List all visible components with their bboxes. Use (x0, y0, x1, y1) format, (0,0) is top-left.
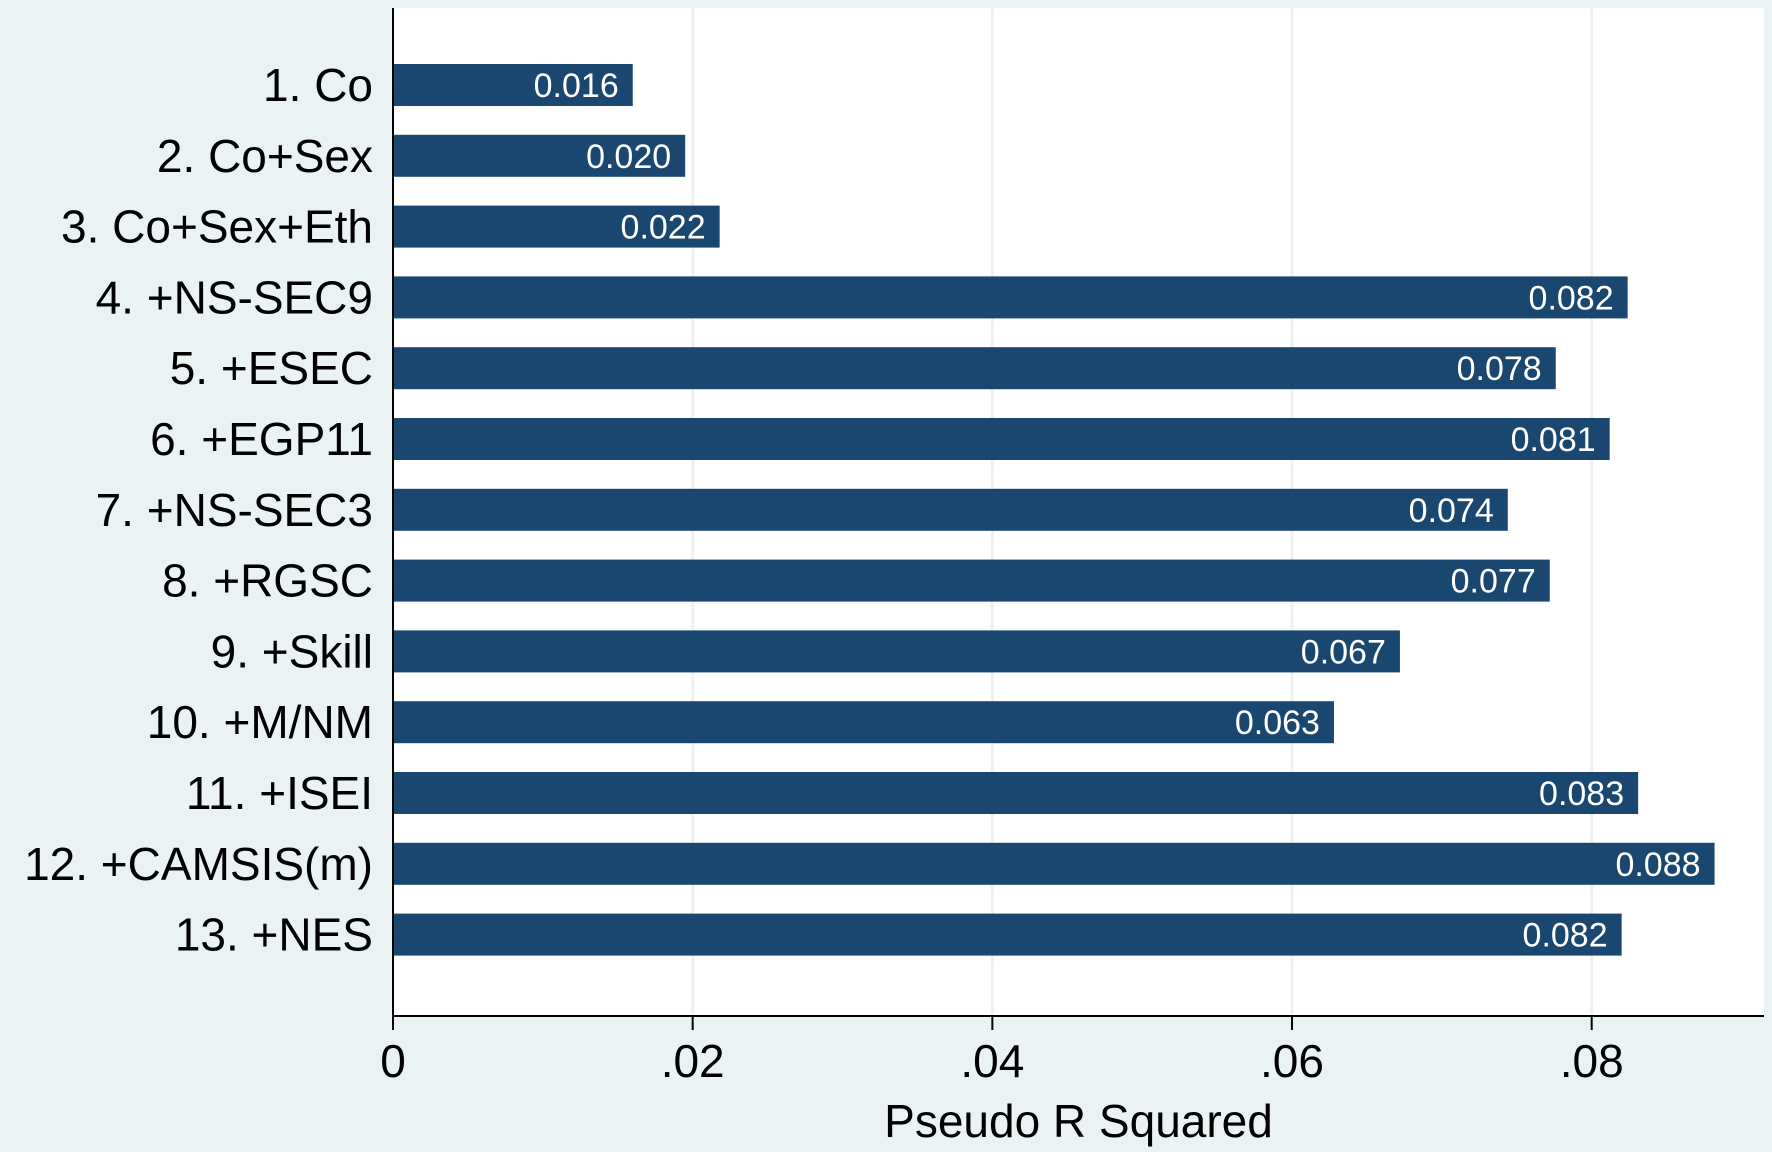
bar-value-label: 0.081 (1511, 421, 1596, 459)
bar-value-label: 0.022 (621, 209, 706, 247)
axes (392, 8, 1764, 1030)
bar (393, 630, 1400, 673)
category-label: 12. +CAMSIS(m) (24, 838, 373, 890)
bar (393, 488, 1508, 531)
category-label: 11. +ISEI (186, 767, 373, 819)
bar (393, 418, 1610, 460)
bar-value-label: 0.074 (1409, 492, 1494, 530)
bar-value-label: 0.063 (1235, 704, 1320, 742)
bar-value-label: 0.082 (1523, 917, 1608, 955)
category-label: 3. Co+Sex+Eth (61, 201, 373, 253)
category-label: 9. +Skill (211, 625, 373, 677)
bar (393, 842, 1715, 885)
category-label: 4. +NS-SEC9 (96, 271, 373, 323)
bar-value-label: 0.020 (586, 138, 671, 176)
bar (393, 134, 686, 177)
bar-value-label: 0.067 (1301, 633, 1386, 671)
bar (393, 772, 1639, 814)
x-tick-labels: 0 .02 .04 .06 .08 (380, 1035, 1623, 1087)
category-label: 7. +NS-SEC3 (96, 484, 373, 536)
bar (393, 701, 1334, 744)
bar-value-label: 0.082 (1529, 279, 1614, 317)
bar (393, 559, 1550, 602)
bars (393, 64, 1715, 956)
category-label: 5. +ESEC (170, 342, 373, 394)
x-tick-label: 0 (380, 1035, 406, 1087)
x-axis-title: Pseudo R Squared (884, 1095, 1273, 1147)
bar (393, 913, 1622, 956)
category-label: 8. +RGSC (162, 555, 373, 607)
x-tick-label: .02 (661, 1035, 725, 1087)
bar-value-label: 0.088 (1615, 846, 1700, 884)
category-labels: 1. Co 2. Co+Sex 3. Co+Sex+Eth 4. +NS-SEC9 5.… (24, 59, 373, 961)
category-label: 10. +M/NM (147, 696, 373, 748)
bar-value-label: 0.078 (1457, 350, 1542, 388)
bar-value-label: 0.016 (534, 67, 619, 105)
category-label: 1. Co (263, 59, 373, 111)
x-tick-label: .04 (960, 1035, 1024, 1087)
bar-value-label: 0.077 (1451, 563, 1536, 601)
bar (393, 276, 1628, 319)
bar (393, 205, 720, 248)
bar-value-label: 0.083 (1539, 775, 1624, 813)
data-labels: 0.016 0.020 0.022 0.082 0.078 0.081 0.074 0.077… (534, 67, 1701, 955)
category-label: 2. Co+Sex (157, 130, 373, 182)
bar (393, 347, 1556, 390)
category-label: 13. +NES (175, 909, 373, 961)
category-label: 6. +EGP11 (150, 413, 373, 465)
bar (393, 64, 633, 106)
x-tick-label: .06 (1260, 1035, 1324, 1087)
x-tick-label: .08 (1560, 1035, 1624, 1087)
